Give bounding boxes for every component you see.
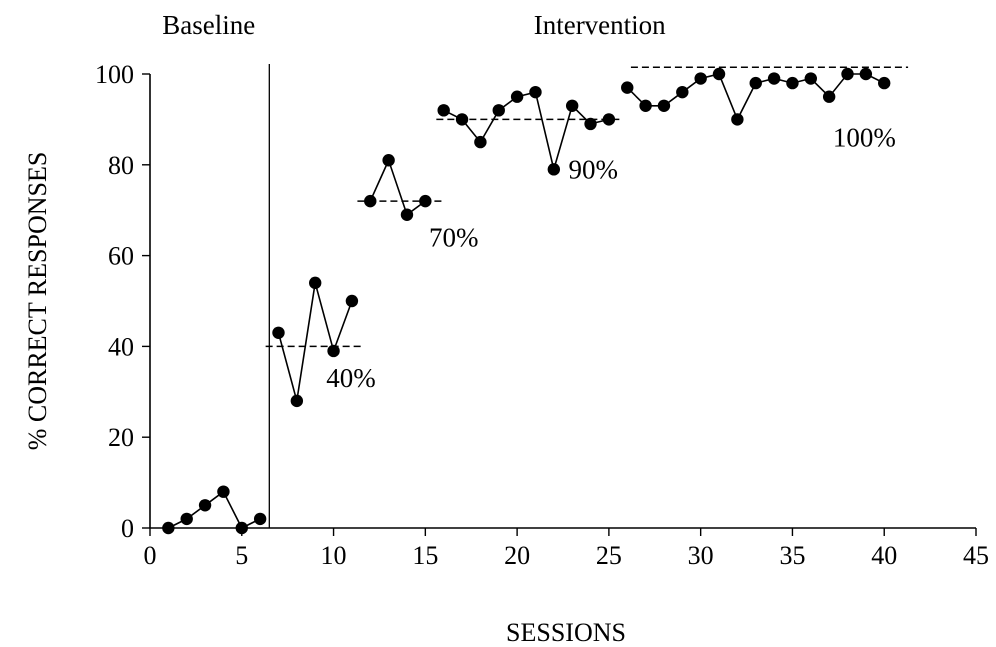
series-line — [369, 158, 426, 216]
data-point — [694, 72, 707, 85]
y-tick-label: 100 — [95, 60, 134, 89]
data-point — [492, 104, 505, 117]
data-point — [309, 276, 322, 290]
criterion-lines: 40% 70% 90% 100% — [265, 66, 909, 393]
criterion-label: 90% — [569, 154, 619, 184]
x-tick-label: 25 — [596, 541, 622, 570]
data-point — [437, 104, 450, 117]
data-point — [878, 76, 891, 90]
x-tick-label: 10 — [321, 541, 347, 570]
x-tick-label: 30 — [688, 541, 714, 570]
phase-label: Baseline — [162, 10, 255, 40]
x-tick-label: 15 — [412, 541, 438, 570]
x-tick-label: 45 — [963, 541, 989, 570]
data-point — [676, 85, 689, 99]
y-tick-label: 0 — [121, 514, 134, 543]
phase-label: Intervention — [534, 10, 666, 40]
axis-ticks: 0 5 10 15 20 25 30 35 40 45 0 20 40 60 80 100 — [95, 60, 989, 570]
data-point — [529, 85, 542, 99]
data-point — [639, 99, 652, 112]
data-point — [565, 99, 579, 112]
x-tick-label: 35 — [779, 541, 805, 570]
data-point — [510, 90, 524, 103]
data-point — [584, 117, 597, 131]
data-point — [455, 113, 469, 126]
x-tick-label: 0 — [144, 541, 157, 570]
x-axis-title: SESSIONS — [506, 618, 626, 647]
data-series — [162, 67, 891, 535]
data-point — [786, 76, 799, 90]
y-tick-label: 60 — [108, 242, 134, 271]
data-point — [180, 512, 193, 526]
data-point — [327, 344, 340, 358]
data-point — [162, 521, 175, 535]
x-tick-label: 40 — [871, 541, 897, 570]
data-point — [253, 512, 267, 526]
y-axis-title: % CORRECT RESPONSES — [23, 152, 52, 451]
data-point — [602, 113, 616, 126]
data-point — [235, 521, 248, 535]
data-point — [749, 76, 762, 90]
data-point — [621, 81, 634, 94]
data-point — [364, 194, 377, 208]
axes — [149, 64, 976, 529]
criterion-label: 70% — [429, 222, 479, 252]
data-point — [345, 294, 359, 308]
data-point — [822, 90, 836, 103]
y-tick-label: 20 — [108, 423, 134, 452]
x-tick-label: 5 — [235, 541, 248, 570]
data-point — [290, 394, 304, 408]
y-tick-label: 80 — [108, 151, 134, 180]
data-point — [804, 72, 817, 85]
data-point — [657, 99, 671, 112]
data-point — [198, 499, 212, 512]
data-point — [400, 208, 414, 221]
x-tick-label: 20 — [504, 541, 530, 570]
data-point — [419, 194, 432, 208]
data-point — [712, 67, 726, 81]
data-point — [382, 154, 395, 167]
data-point — [767, 72, 781, 85]
series-line — [443, 91, 610, 173]
criterion-label: 40% — [326, 363, 376, 393]
data-point — [272, 326, 285, 339]
data-point — [217, 485, 230, 498]
criterion-label: 100% — [833, 123, 896, 153]
data-point — [474, 135, 487, 149]
data-point — [841, 67, 854, 81]
y-tick-label: 40 — [108, 332, 134, 361]
data-point — [859, 67, 873, 81]
chart-labels: SESSIONS % CORRECT RESPONSES Baseline Int… — [23, 10, 666, 647]
data-point — [547, 163, 561, 176]
data-point — [731, 113, 744, 126]
